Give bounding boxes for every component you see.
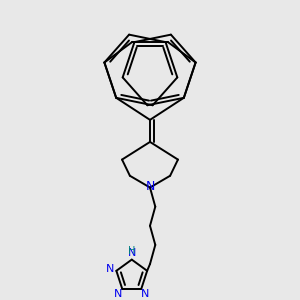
Text: N: N [141,289,149,299]
Text: N: N [145,180,155,193]
Text: H: H [128,246,135,256]
Text: N: N [106,264,114,274]
Text: N: N [114,289,123,299]
Text: N: N [128,248,136,258]
